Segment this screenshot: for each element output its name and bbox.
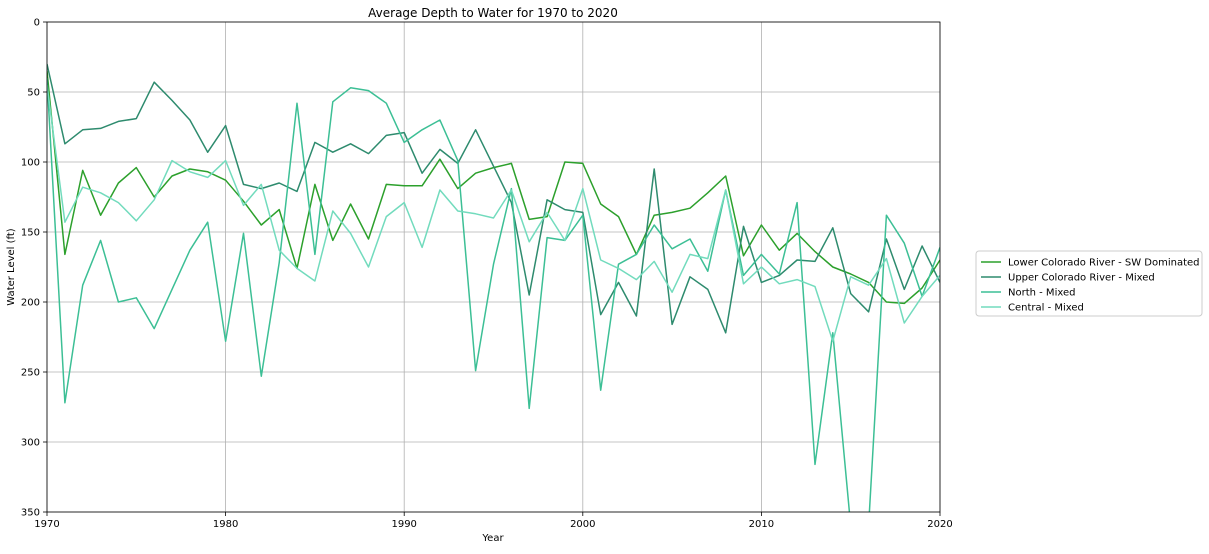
x-axis-label: Year — [481, 533, 504, 544]
y-tick-label: 250 — [21, 368, 40, 379]
axis-ticks: 1970 1980 1990 2000 2010 2020 0 50 100 150 200 250 3… — [21, 18, 953, 531]
x-tick-label: 2020 — [927, 519, 952, 530]
y-tick-label: 300 — [21, 438, 40, 449]
y-tick-label: 200 — [21, 298, 40, 309]
y-tick-label: 0 — [34, 18, 40, 29]
legend: Lower Colorado River - SW Dominated Upper… — [975, 250, 1203, 317]
x-tick-label: 2000 — [570, 519, 595, 530]
legend-box — [975, 250, 1203, 317]
legend-label-3: North - Mixed — [1008, 288, 1075, 299]
series-line-3 — [47, 77, 940, 512]
y-tick-label: 100 — [21, 158, 40, 169]
y-tick-label: 150 — [21, 228, 40, 239]
y-tick-label: 350 — [21, 508, 40, 519]
plot-frame — [46, 21, 941, 513]
x-tick-label: 1980 — [213, 519, 238, 530]
series-line-4 — [47, 84, 940, 342]
y-tick-label: 50 — [27, 88, 40, 99]
x-tick-label: 1970 — [34, 519, 59, 530]
legend-label-1: Lower Colorado River - SW Dominated — [1008, 258, 1200, 269]
x-tick-label: 1990 — [391, 519, 416, 530]
x-tick-label: 2010 — [749, 519, 774, 530]
series-lines — [47, 63, 940, 512]
legend-label-2: Upper Colorado River - Mixed — [1008, 273, 1155, 284]
y-axis-label: Water Level (ft) — [6, 228, 17, 305]
series-line-2 — [47, 63, 940, 334]
chart-title: Average Depth to Water for 1970 to 2020 — [368, 6, 618, 20]
legend-label-4: Central - Mixed — [1008, 303, 1084, 314]
